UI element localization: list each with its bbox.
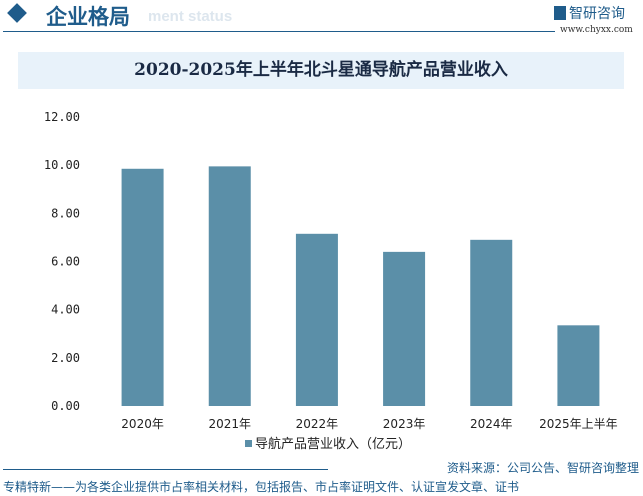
bar [383, 251, 426, 406]
chart-title: 2020-2025年上半年北斗星通导航产品营业收入 [134, 60, 508, 80]
header-divider [3, 31, 555, 32]
source-divider [3, 469, 328, 470]
bar [557, 325, 600, 406]
x-tick-label: 2022年 [296, 417, 339, 431]
footer-text: 专精特新——为各类企业提供市占率相关材料，包括报告、市占率证明文件、认证宣发文章… [3, 480, 520, 494]
logo-text: 智研咨询 [569, 6, 625, 22]
y-tick-label: 10.00 [44, 158, 80, 172]
site-url: www.chyxx.com [560, 25, 633, 35]
bar [121, 168, 164, 406]
title-box [18, 52, 624, 89]
x-tick-label: 2025年上半年 [539, 417, 618, 431]
legend-swatch [245, 440, 252, 447]
logo: 智研咨询 [554, 3, 625, 23]
source-note: 资料来源：公司公告、智研咨询整理 [446, 461, 639, 475]
header-subtitle: ment status [148, 8, 233, 25]
x-tick-label: 2020年 [121, 417, 164, 431]
x-tick-label: 2023年 [383, 417, 426, 431]
y-tick-label: 0.00 [51, 399, 80, 413]
y-tick-label: 2.00 [51, 351, 80, 365]
bar [470, 239, 513, 406]
bar [208, 166, 251, 406]
bar [295, 233, 338, 406]
legend-label: 导航产品营业收入（亿元） [255, 436, 411, 452]
y-tick-label: 12.00 [44, 110, 80, 124]
y-tick-label: 8.00 [51, 206, 80, 220]
header-title: 企业格局 [46, 5, 130, 29]
x-tick-label: 2021年 [208, 417, 251, 431]
x-tick-label: 2024年 [470, 417, 513, 431]
y-tick-label: 4.00 [51, 303, 80, 317]
y-tick-label: 6.00 [51, 255, 80, 269]
logo-icon [554, 6, 566, 20]
